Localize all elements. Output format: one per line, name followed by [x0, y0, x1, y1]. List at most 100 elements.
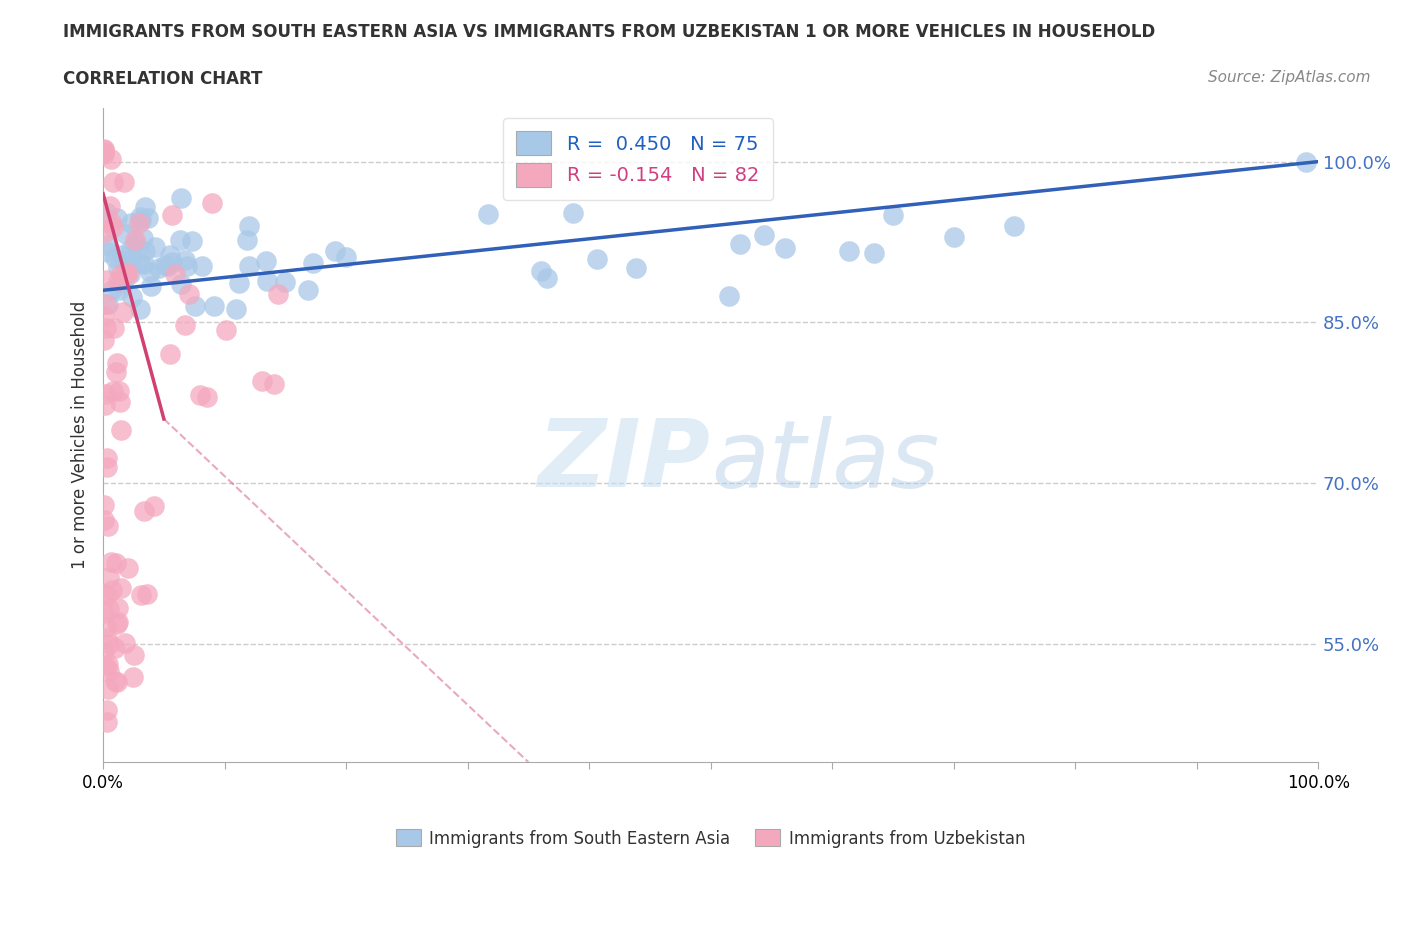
Point: [104, 365, 127, 379]
Point: [104, 251, 127, 266]
Point: [94, 296, 117, 311]
Point: [118, 267, 141, 282]
Point: [93, 142, 115, 157]
Point: [93, 332, 115, 347]
Point: [93, 587, 115, 602]
Point: [139, 265, 162, 280]
Point: [94, 224, 117, 239]
Point: [129, 209, 152, 224]
Point: [215, 323, 238, 338]
Point: [107, 600, 129, 615]
Point: [302, 256, 325, 271]
Point: [134, 199, 156, 214]
Point: [112, 253, 135, 268]
Point: [297, 282, 319, 297]
Point: [101, 283, 124, 298]
Point: [942, 229, 965, 244]
Point: [197, 390, 219, 405]
Point: [93, 512, 115, 527]
Point: [111, 275, 134, 290]
Point: [100, 199, 122, 214]
Point: [256, 274, 278, 289]
Point: [335, 250, 357, 265]
Point: [93, 498, 115, 512]
Point: [108, 283, 131, 298]
Point: [120, 216, 142, 231]
Point: [170, 276, 193, 291]
Point: [128, 301, 150, 316]
Point: [184, 299, 207, 314]
Point: [93, 645, 115, 660]
Point: [179, 287, 201, 302]
Point: [165, 266, 187, 281]
Point: [267, 286, 290, 301]
Point: [96, 206, 118, 220]
Point: [134, 503, 156, 518]
Point: [191, 259, 214, 273]
Point: [100, 152, 122, 166]
Point: [100, 215, 122, 230]
Point: [536, 271, 558, 286]
Point: [863, 246, 886, 260]
Point: [103, 219, 125, 234]
Point: [112, 304, 135, 319]
Point: [169, 232, 191, 247]
Point: [188, 387, 211, 402]
Point: [174, 317, 197, 332]
Point: [238, 219, 260, 233]
Point: [728, 236, 751, 251]
Point: [107, 615, 129, 630]
Point: [586, 252, 609, 267]
Point: [160, 254, 183, 269]
Y-axis label: 1 or more Vehicles in Household: 1 or more Vehicles in Household: [72, 301, 89, 569]
Point: [122, 648, 145, 663]
Point: [110, 423, 132, 438]
Point: [148, 261, 170, 276]
Point: [717, 288, 740, 303]
Point: [110, 266, 132, 281]
Point: [561, 206, 583, 220]
Point: [105, 210, 128, 225]
Point: [111, 248, 134, 263]
Point: [120, 256, 142, 271]
Point: [238, 259, 260, 273]
Point: [120, 242, 142, 257]
Point: [124, 232, 146, 247]
Point: [96, 658, 118, 673]
Point: [160, 207, 183, 222]
Point: [112, 174, 135, 189]
Point: [108, 394, 131, 409]
Point: [107, 260, 129, 275]
Point: [93, 605, 115, 620]
Point: [105, 674, 128, 689]
Point: [96, 460, 118, 475]
Point: [101, 384, 124, 399]
Point: [134, 257, 156, 272]
Point: [127, 241, 149, 256]
Point: [129, 588, 152, 603]
Point: [97, 297, 120, 312]
Point: [101, 175, 124, 190]
Point: [97, 657, 120, 671]
Point: [530, 264, 553, 279]
Point: [254, 253, 277, 268]
Point: [96, 588, 118, 603]
Point: [96, 272, 118, 287]
Point: [131, 231, 153, 246]
Point: [1002, 219, 1025, 233]
Point: [96, 619, 118, 634]
Point: [838, 244, 860, 259]
Point: [128, 216, 150, 231]
Point: [94, 386, 117, 401]
Point: [107, 384, 129, 399]
Point: [107, 273, 129, 288]
Point: [124, 236, 146, 251]
Point: [773, 241, 796, 256]
Point: [225, 301, 247, 316]
Point: [170, 191, 193, 206]
Point: [101, 582, 124, 597]
Point: [96, 631, 118, 645]
Point: [159, 247, 181, 262]
Point: [115, 227, 138, 242]
Text: Source: ZipAtlas.com: Source: ZipAtlas.com: [1208, 70, 1371, 85]
